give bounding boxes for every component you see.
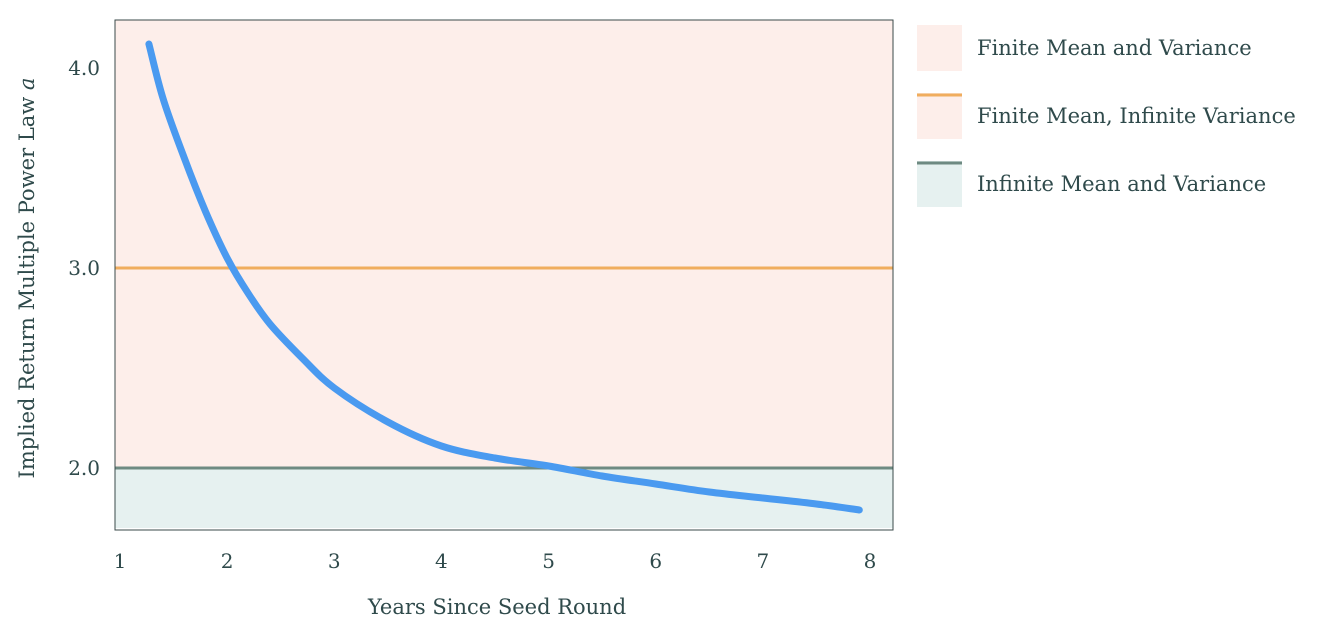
x-tick-label: 3 — [328, 549, 341, 573]
reference-lines — [115, 266, 893, 470]
x-tick-label: 1 — [114, 549, 127, 573]
x-tick-label: 7 — [756, 549, 769, 573]
x-tick-label: 8 — [864, 549, 877, 573]
x-axis-title: Years Since Seed Round — [367, 595, 626, 619]
series-layer — [145, 40, 863, 514]
legend-label: Finite Mean, Infinite Variance — [977, 104, 1296, 128]
series-line-0 — [145, 40, 863, 514]
legend-swatch — [917, 25, 962, 71]
legend-label: Finite Mean and Variance — [977, 36, 1252, 60]
legend-item: Infinite Mean and Variance — [917, 161, 1266, 207]
y-tick-label: 3.0 — [68, 256, 100, 280]
region-0 — [115, 20, 893, 468]
x-tick-label: 5 — [542, 549, 555, 573]
legend-swatch — [917, 161, 962, 207]
plot-background — [115, 20, 893, 528]
y-tick-label: 2.0 — [68, 456, 100, 480]
legend-item: Finite Mean and Variance — [917, 25, 1252, 71]
x-tick-label: 4 — [435, 549, 448, 573]
y-axis-ticks: 2.0 3.0 4.0 — [68, 56, 100, 480]
legend-item: Finite Mean, Infinite Variance — [917, 93, 1296, 139]
legend-label: Infinite Mean and Variance — [977, 172, 1266, 196]
legend-swatch — [917, 93, 962, 139]
y-axis-title-main: Implied Return Multiple Power Law — [15, 90, 39, 478]
x-axis-ticks: 1 2 3 4 5 6 7 8 — [114, 549, 877, 573]
legend: Finite Mean and Variance Finite Mean, Inf… — [917, 25, 1296, 207]
y-axis-title-symbol: a — [15, 78, 39, 91]
y-axis-title: Implied Return Multiple Power Law a — [15, 78, 39, 479]
x-tick-label: 6 — [649, 549, 662, 573]
plot-frame — [114, 19, 894, 531]
y-tick-label: 4.0 — [68, 56, 100, 80]
x-tick-label: 2 — [221, 549, 234, 573]
